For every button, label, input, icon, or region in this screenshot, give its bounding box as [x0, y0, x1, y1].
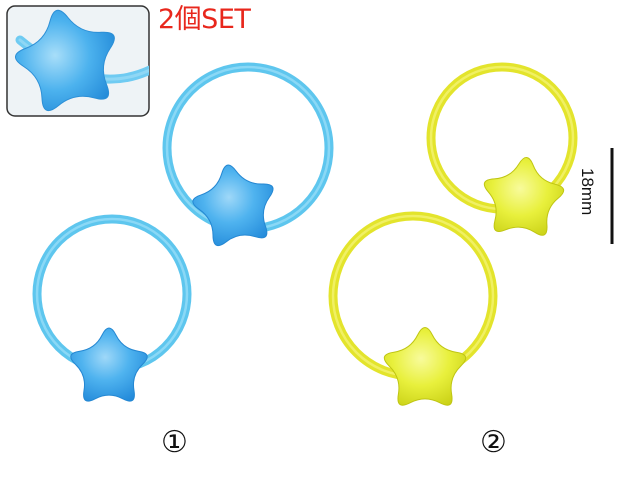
variant-1-label: ① [161, 425, 188, 460]
inset-closeup-photo [6, 5, 150, 117]
blue-hair-tie-back [162, 62, 334, 247]
blue-hair-tie-front [32, 214, 192, 402]
variant-2-label: ② [480, 425, 507, 460]
set-count-label: 2個SET [158, 4, 251, 35]
yellow-hair-tie-front [328, 211, 498, 406]
yellow-hair-tie-back [426, 62, 578, 236]
scale-bar-label: 18mm [578, 168, 597, 216]
